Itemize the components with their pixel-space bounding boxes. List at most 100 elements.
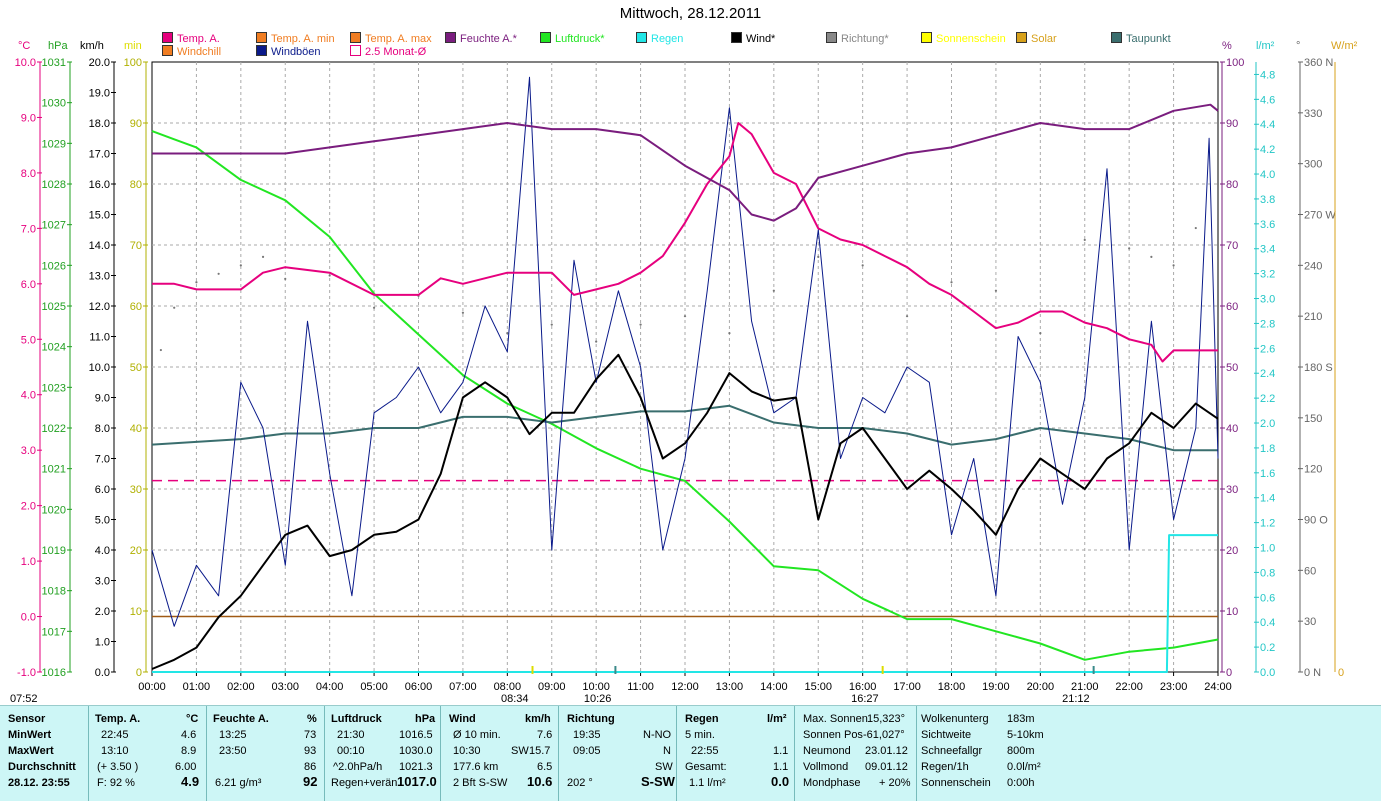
time-tick-label: 17:00 xyxy=(893,681,921,693)
current-timestamp: 28.12. 23:55 xyxy=(8,777,70,789)
axis-unit-label: km/h xyxy=(80,40,104,52)
legend-label: Taupunkt xyxy=(1126,33,1171,45)
visibility-value: 5-10km xyxy=(1007,729,1044,741)
tick-label: 1.0 xyxy=(21,556,36,568)
pressure-avg-value: 1021.3 xyxy=(399,761,433,773)
tick-label: 0 xyxy=(136,667,142,679)
direction-point xyxy=(284,277,287,280)
tick-label: 1026 xyxy=(42,260,66,272)
legend-item: Solar xyxy=(1016,32,1057,46)
tick-label: 10.0 xyxy=(15,57,36,69)
tick-label: 0 xyxy=(1338,667,1344,679)
temp-avg-change: (+ 3.50 ) xyxy=(97,761,139,773)
rain-total-value: 1.1 xyxy=(773,761,789,773)
moon-phase-label: Mondphase xyxy=(803,777,861,789)
weather-chart: 10.0 9.0 8.0 7.0 6.0 5.0 4.0 3.0 2.0 1.0 0.0 -1.0 10… xyxy=(10,57,1344,705)
wind-unit: km/h xyxy=(525,713,551,725)
time-tick-label: 14:00 xyxy=(760,681,788,693)
direction-panel: Richtung 19:35 N-NO 09:05 N SW 202 ° S-S… xyxy=(558,706,677,801)
legend-label: Regen xyxy=(651,33,684,45)
time-tick-label: 16:00 xyxy=(849,681,877,693)
wind-avg10-value: 7.6 xyxy=(537,729,553,741)
sun-pos-label: Sonnen Pos xyxy=(803,729,863,741)
tick-label: 10 xyxy=(130,606,142,618)
tick-label: 300 xyxy=(1304,159,1322,171)
direction-point xyxy=(261,255,265,258)
cloud-base-label: Wolkenunterg xyxy=(921,713,989,725)
temp-max-time: 13:10 xyxy=(101,745,129,757)
tick-label: 90 xyxy=(130,118,142,130)
direction-point xyxy=(173,306,176,309)
rain-sum: 1.1 l/m² xyxy=(689,777,726,789)
new-moon-value: 23.01.12 xyxy=(865,745,908,757)
legend-label: Feuchte A.* xyxy=(460,33,517,45)
tick-label: 60 xyxy=(1304,565,1316,577)
series-line xyxy=(152,103,1219,222)
snowline-label: Schneefallgr xyxy=(921,745,983,757)
direction-point xyxy=(595,340,598,343)
legend-label: Temp. A. min xyxy=(271,33,335,45)
direction-point xyxy=(239,264,242,267)
time-tick-label: 10:00 xyxy=(582,681,610,693)
tick-label: 180 S xyxy=(1304,362,1333,374)
legend-item: Taupunkt xyxy=(1111,32,1171,46)
tick-label: 4.0 xyxy=(1260,169,1275,181)
direction-point xyxy=(328,274,331,277)
tick-label: 0.4 xyxy=(1260,617,1275,629)
humidity-max-time: 23:50 xyxy=(219,745,247,757)
tick-label: 16.0 xyxy=(89,179,110,191)
tick-label: 1031 xyxy=(42,57,66,69)
time-tick-label: 23:00 xyxy=(1160,681,1188,693)
rain-total-label: Gesamt: xyxy=(685,761,727,773)
tick-label: 1017 xyxy=(42,626,66,638)
tick-label: 1024 xyxy=(42,342,66,354)
chart-title: Mittwoch, 28.12.2011 xyxy=(619,5,762,22)
direction-min-value: N-NO xyxy=(643,729,672,741)
tick-label: 60 xyxy=(130,301,142,313)
time-tick-label: 09:00 xyxy=(538,681,566,693)
tick-label: 2.4 xyxy=(1260,368,1275,380)
legend-item: Windböen xyxy=(256,45,321,59)
temp-min-time: 22:45 xyxy=(101,729,129,741)
axis-unit-label: ° xyxy=(1296,40,1301,52)
direction-point xyxy=(1039,332,1042,335)
tick-label: 50 xyxy=(130,362,142,374)
astro-panel: Max. Sonnen 15,323° Sonnen Pos -61,027° … xyxy=(794,706,917,801)
temp-min-value: 4.6 xyxy=(181,729,197,741)
legend-swatch xyxy=(921,32,932,43)
misc-panel: Wolkenunterg 183m Sichtweite 5-10km Schn… xyxy=(916,706,1047,801)
direction-point xyxy=(683,315,687,318)
legend-swatch xyxy=(162,32,173,43)
direction-degree: 202 ° xyxy=(567,777,593,789)
tick-label: 2.2 xyxy=(1260,393,1275,405)
tick-label: 15.0 xyxy=(89,210,110,222)
tick-label: 5.0 xyxy=(95,515,110,527)
tick-label: 20 xyxy=(1226,545,1238,557)
direction-avg-value: SW xyxy=(655,761,673,773)
wind-beaufort: 2 Bft S-SW xyxy=(453,777,508,789)
tick-label: 30 xyxy=(130,484,142,496)
legend-label: Wind* xyxy=(746,33,776,45)
sunrise-label: 08:34 xyxy=(501,693,529,705)
sunshine-value: 0:00h xyxy=(1007,777,1035,789)
direction-point xyxy=(1128,247,1131,250)
axis-unit-label: min xyxy=(124,40,142,52)
direction-point xyxy=(817,255,820,258)
tick-label: 0.0 xyxy=(1260,667,1275,679)
time-tick-label: 15:00 xyxy=(804,681,832,693)
tick-label: 1020 xyxy=(42,504,66,516)
tick-label: 150 xyxy=(1304,413,1322,425)
tick-label: 1016 xyxy=(42,667,66,679)
tick-label: 4.8 xyxy=(1260,69,1275,81)
temp-max-value: 8.9 xyxy=(181,745,197,757)
tick-label: 2.8 xyxy=(1260,318,1275,330)
tick-label: 7.0 xyxy=(95,454,110,466)
tick-label: 4.2 xyxy=(1260,144,1275,156)
axis-unit-label: W/m² xyxy=(1331,40,1358,52)
visibility-label: Sichtweite xyxy=(921,729,972,741)
temp-unit: °C xyxy=(186,713,199,725)
time-tick-label: 01:00 xyxy=(183,681,211,693)
time-tick-label: 02:00 xyxy=(227,681,255,693)
legend-swatch xyxy=(826,32,837,43)
legend-label: Temp. A. max xyxy=(365,33,432,45)
